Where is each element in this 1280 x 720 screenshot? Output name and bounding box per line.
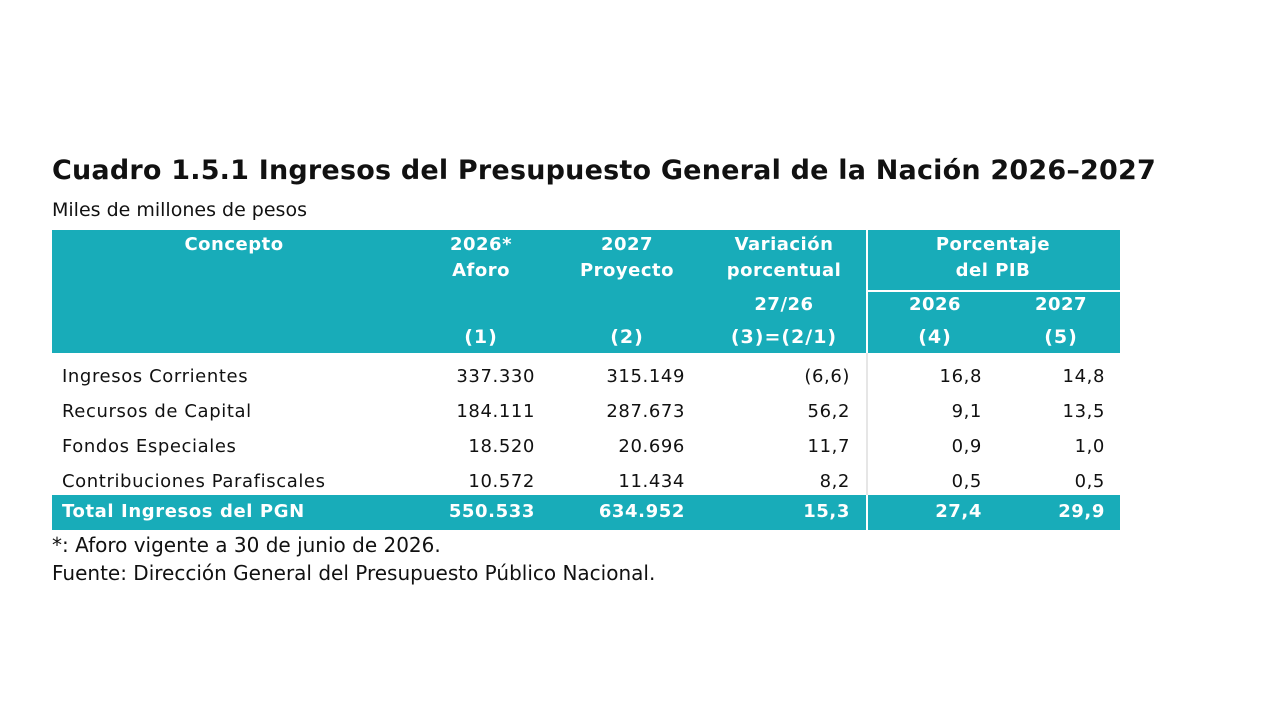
footnote-aforo: *: Aforo vigente a 30 de junio de 2026. xyxy=(52,533,441,557)
footnote-fuente: Fuente: Dirección General del Presupuest… xyxy=(52,561,656,585)
row-concepto: Fondos Especiales xyxy=(62,436,237,457)
total-aforo: 550.533 xyxy=(448,501,535,522)
header-aforo-line1: 2026* xyxy=(449,234,512,255)
header-variacion-line1: Variación xyxy=(734,234,834,255)
header-proyecto-line2: Proyecto xyxy=(579,260,675,281)
row-proyecto: 287.673 xyxy=(606,401,685,422)
total-variacion: 15,3 xyxy=(803,501,850,522)
table-subtitle: Miles de millones de pesos xyxy=(52,199,307,221)
row-aforo: 10.572 xyxy=(468,471,535,492)
header-proyecto-line1: 2027 xyxy=(600,234,654,255)
row-aforo: 18.520 xyxy=(468,436,535,457)
row-concepto: Recursos de Capital xyxy=(62,401,252,422)
header-proyecto-num: (2) xyxy=(610,326,644,348)
header-variacion-sub: 27/26 xyxy=(754,294,814,315)
row-variacion: 8,2 xyxy=(819,471,850,492)
row-variacion: 11,7 xyxy=(807,436,850,457)
row-pib-2026: 0,5 xyxy=(951,471,982,492)
total-concepto: Total Ingresos del PGN xyxy=(62,501,305,522)
row-variacion: (6,6) xyxy=(804,366,850,387)
row-pib-2026: 0,9 xyxy=(951,436,982,457)
row-proyecto: 315.149 xyxy=(606,366,685,387)
row-pib-2026: 16,8 xyxy=(939,366,982,387)
header-pib-line2: del PIB xyxy=(955,260,1031,281)
total-pib-2027: 29,9 xyxy=(1058,501,1105,522)
header-pib-line1: Porcentaje xyxy=(935,234,1051,255)
header-pib-2027: 2027 xyxy=(1034,294,1088,315)
table-title: Cuadro 1.5.1 Ingresos del Presupuesto Ge… xyxy=(52,155,1156,186)
row-concepto: Ingresos Corrientes xyxy=(62,366,249,387)
header-row-divider xyxy=(868,290,1120,292)
total-proyecto: 634.952 xyxy=(598,501,685,522)
income-table: Concepto 2026* Aforo (1) 2027 Proyecto (… xyxy=(52,230,1120,530)
header-column-divider xyxy=(866,230,868,353)
header-concepto: Concepto xyxy=(184,234,284,255)
total-row-background xyxy=(52,495,1120,530)
row-proyecto: 11.434 xyxy=(618,471,685,492)
row-concepto: Contribuciones Parafiscales xyxy=(62,471,326,492)
row-aforo: 184.111 xyxy=(456,401,535,422)
header-pib-2027-num: (5) xyxy=(1044,326,1078,348)
row-pib-2026: 9,1 xyxy=(951,401,982,422)
total-column-divider xyxy=(866,495,868,530)
row-proyecto: 20.696 xyxy=(618,436,685,457)
row-aforo: 337.330 xyxy=(456,366,535,387)
header-variacion-num: (3)=(2/1) xyxy=(730,326,838,348)
header-aforo-line2: Aforo xyxy=(452,260,510,281)
header-pib-2026: 2026 xyxy=(908,294,962,315)
row-pib-2027: 1,0 xyxy=(1074,436,1105,457)
header-aforo-num: (1) xyxy=(464,326,498,348)
total-pib-2026: 27,4 xyxy=(935,501,982,522)
row-pib-2027: 13,5 xyxy=(1062,401,1105,422)
row-variacion: 56,2 xyxy=(807,401,850,422)
header-variacion-line2: porcentual xyxy=(726,260,842,281)
header-pib-2026-num: (4) xyxy=(918,326,952,348)
row-pib-2027: 14,8 xyxy=(1062,366,1105,387)
column-divider xyxy=(866,230,868,530)
row-pib-2027: 0,5 xyxy=(1074,471,1105,492)
